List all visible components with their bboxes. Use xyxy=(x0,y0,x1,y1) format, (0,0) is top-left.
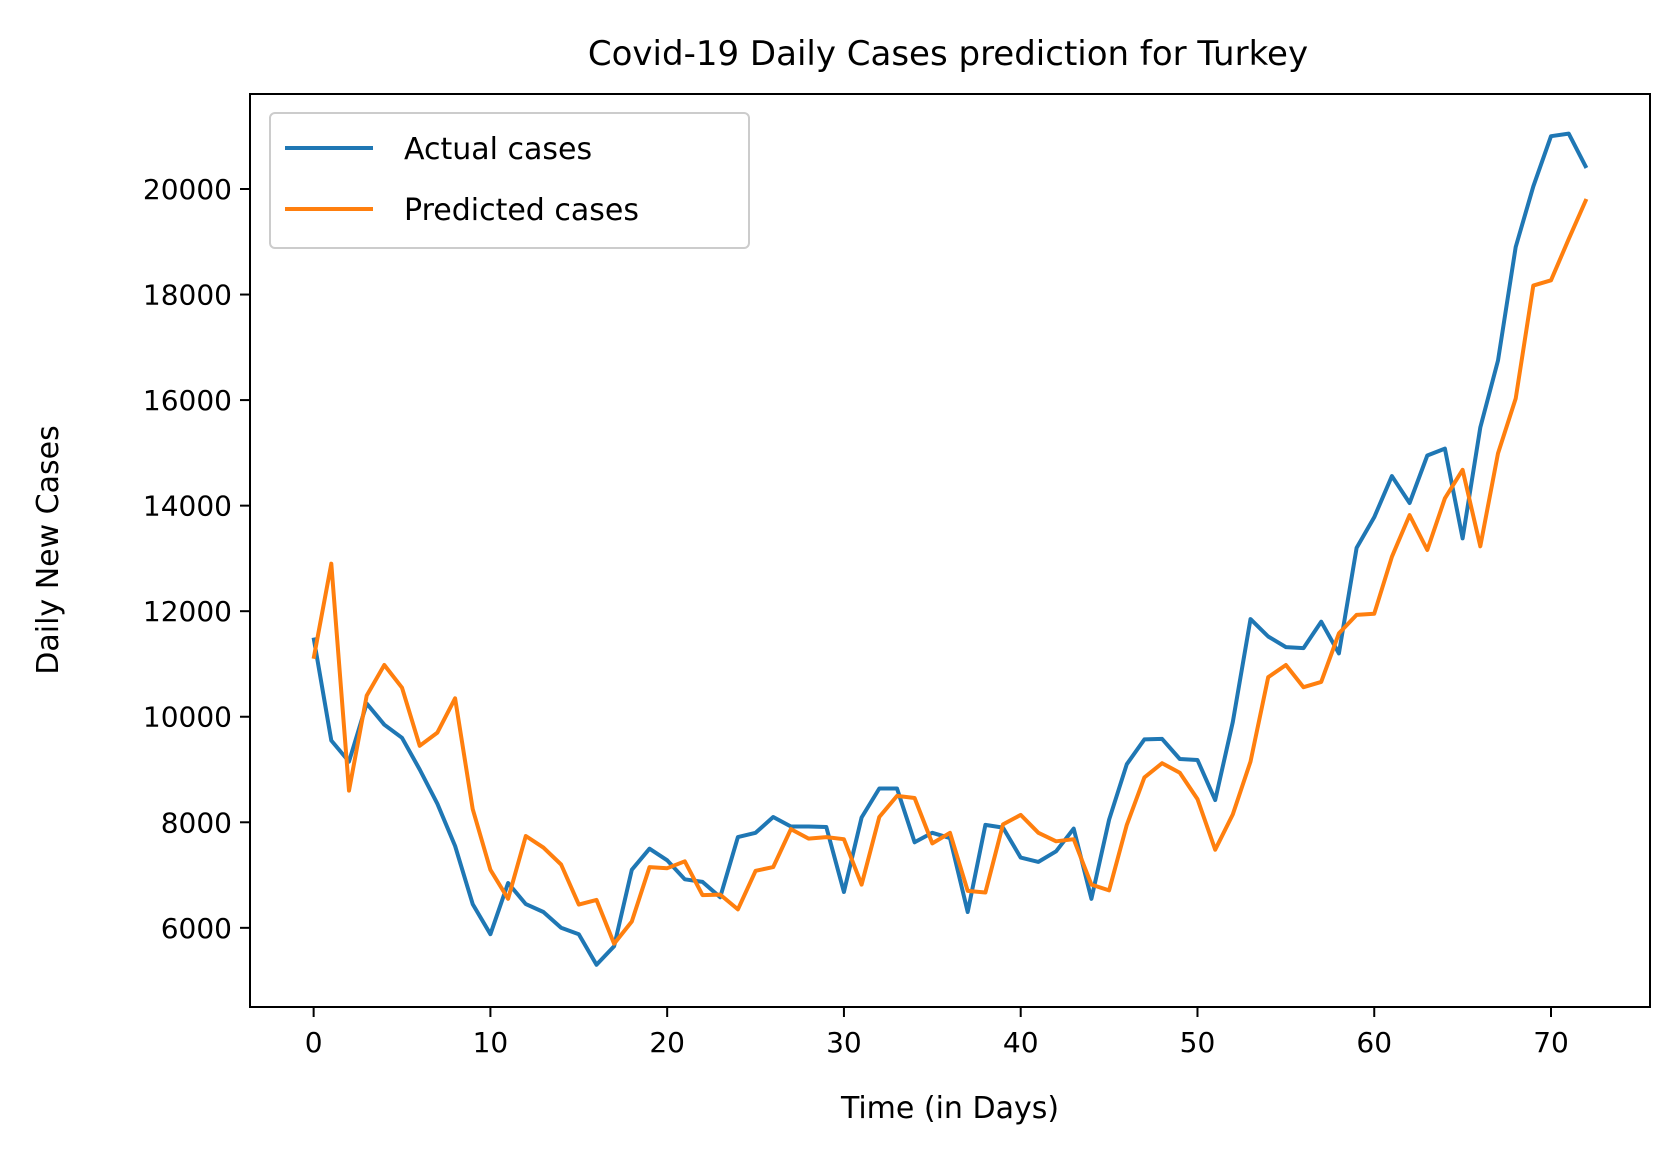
y-tick-label: 16000 xyxy=(143,384,232,417)
y-axis: 6000 8000 10000 12000 14000 16000 18000 20000 xyxy=(143,173,250,945)
x-tick-label: 50 xyxy=(1180,1026,1216,1059)
plot-area xyxy=(311,131,1589,967)
x-axis-label: Time (in Days) xyxy=(840,1091,1059,1126)
x-tick-label: 60 xyxy=(1356,1026,1392,1059)
chart-title: Covid-19 Daily Cases prediction for Turk… xyxy=(588,34,1308,74)
y-tick-label: 12000 xyxy=(143,595,232,628)
x-tick-label: 30 xyxy=(826,1026,862,1059)
y-tick-label: 14000 xyxy=(143,490,232,523)
x-tick-label: 40 xyxy=(1003,1026,1039,1059)
x-tick-label: 10 xyxy=(473,1026,509,1059)
legend-label-predicted: Predicted cases xyxy=(404,193,639,228)
series-line-predicted xyxy=(311,198,1589,946)
y-tick-label: 18000 xyxy=(143,279,232,312)
y-axis-label: Daily New Cases xyxy=(31,425,66,674)
plot-frame xyxy=(249,93,1651,1008)
legend-box xyxy=(269,112,750,249)
x-tick-label: 0 xyxy=(305,1026,323,1059)
x-tick-label: 20 xyxy=(649,1026,685,1059)
x-tick-label: 70 xyxy=(1533,1026,1569,1059)
legend-label-actual: Actual cases xyxy=(404,132,592,167)
y-tick-label: 8000 xyxy=(161,806,232,839)
legend: Actual cases Predicted cases xyxy=(269,112,750,249)
x-axis: 0 10 20 30 40 50 60 70 xyxy=(305,1007,1569,1059)
y-tick-label: 20000 xyxy=(143,173,232,206)
y-tick-label: 10000 xyxy=(143,701,232,734)
y-tick-label: 6000 xyxy=(161,912,232,945)
